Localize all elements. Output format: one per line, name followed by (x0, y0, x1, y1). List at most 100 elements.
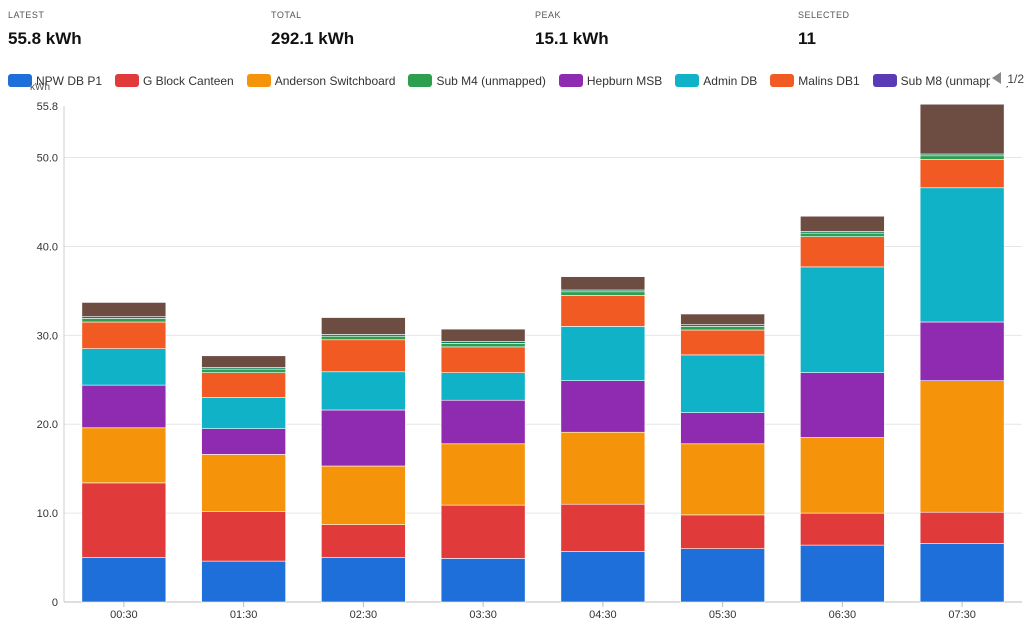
legend-swatch (8, 73, 32, 87)
bar-segment[interactable] (440, 443, 526, 506)
bar-segment[interactable] (81, 348, 167, 386)
stat-total: TOTAL 292.1 kWh (271, 10, 354, 49)
legend-item[interactable]: Anderson Switchboard (246, 73, 396, 88)
bar-segment[interactable] (560, 551, 646, 603)
x-tick-label: 01:30 (230, 609, 258, 621)
legend-label: Malins DB1 (798, 73, 860, 88)
bar-segment[interactable] (201, 511, 286, 562)
legend-item[interactable]: Admin DB (675, 73, 757, 88)
legend-item[interactable]: Hepburn MSB (558, 73, 663, 88)
legend-swatch (408, 73, 433, 87)
bar-segment[interactable] (680, 313, 765, 325)
bar-segment[interactable] (680, 443, 765, 516)
legend-item[interactable]: Malins DB1 (770, 73, 860, 88)
legend-pager[interactable]: 1/2 (990, 72, 1024, 86)
bar-segment[interactable] (680, 514, 765, 549)
stat-total-label: TOTAL (271, 10, 302, 20)
legend-prev-page-icon[interactable] (992, 72, 1002, 84)
bar-segment[interactable] (560, 431, 646, 505)
bar-segment[interactable] (680, 548, 765, 603)
bar-segment[interactable] (440, 328, 526, 342)
bar-segment[interactable] (800, 437, 885, 514)
bar-segment[interactable] (680, 326, 765, 331)
legend-item[interactable]: G Block Canteen (115, 73, 234, 88)
bar-segment[interactable] (201, 428, 286, 455)
bar-segment[interactable] (201, 454, 286, 512)
bar-segment[interactable] (919, 380, 1005, 513)
bar-segment[interactable] (321, 524, 406, 558)
legend-item[interactable]: NPW DB P1 (8, 73, 102, 88)
bar-segment[interactable] (81, 557, 167, 603)
bar-segment[interactable] (201, 372, 286, 398)
bar-segment[interactable] (800, 215, 885, 232)
bar-segment[interactable] (680, 354, 765, 413)
bar-segment[interactable] (81, 482, 167, 558)
bar-segment[interactable] (560, 326, 646, 381)
bar-segment[interactable] (560, 295, 646, 327)
bar-segment[interactable] (919, 103, 1005, 155)
y-tick-label: 20.0 (37, 419, 58, 431)
legend-item[interactable]: Sub M8 (unmapped) (872, 73, 1010, 88)
bar-segment[interactable] (440, 343, 526, 348)
stat-latest-value: 55.8 kWh (8, 29, 82, 48)
bar-segment[interactable] (800, 266, 885, 373)
bar-segment[interactable] (680, 329, 765, 356)
legend-swatch (558, 73, 583, 87)
legend-label: G Block Canteen (143, 73, 234, 88)
legend-page-indicator: 1/2 (1007, 72, 1024, 86)
bar-segment[interactable] (201, 355, 286, 368)
bar-segment[interactable] (321, 317, 406, 335)
bar-segment[interactable] (440, 504, 526, 559)
bar-segment[interactable] (800, 236, 885, 268)
bar-segment[interactable] (919, 187, 1005, 323)
bar-segment[interactable] (440, 558, 526, 603)
bar-segment[interactable] (560, 276, 646, 291)
bar-segment[interactable] (800, 372, 885, 438)
bar-segment[interactable] (919, 321, 1005, 381)
legend-item[interactable]: Sub M4 (unmapped) (408, 73, 546, 88)
bar-segment[interactable] (800, 232, 885, 237)
bar-segment[interactable] (680, 412, 765, 445)
bar-segment[interactable] (321, 557, 406, 603)
y-tick-label: 40.0 (37, 241, 58, 253)
bar-segment[interactable] (919, 155, 1005, 160)
legend-label: Hepburn MSB (586, 73, 663, 88)
bar-segment[interactable] (321, 409, 406, 467)
bar-segment[interactable] (81, 384, 167, 429)
stat-selected-value: 11 (798, 29, 816, 48)
legend-swatch (246, 73, 271, 87)
legend-swatch (675, 73, 700, 87)
bar-segment[interactable] (440, 372, 526, 401)
y-tick-label: 10.0 (37, 508, 58, 520)
x-tick-label: 04:30 (589, 609, 617, 621)
y-tick-label: 0 (52, 597, 58, 609)
bar-segment[interactable] (800, 512, 885, 546)
bar-segment[interactable] (919, 511, 1005, 544)
stat-selected-label: SELECTED (798, 10, 850, 20)
bar-segment[interactable] (81, 427, 167, 484)
bar-segment[interactable] (919, 159, 1005, 189)
bar-segment[interactable] (919, 543, 1005, 603)
stat-latest-label: LATEST (8, 10, 45, 20)
bar-segment[interactable] (560, 503, 646, 552)
x-tick-label: 05:30 (709, 609, 737, 621)
bar-segment[interactable] (800, 544, 885, 603)
bar-segment[interactable] (81, 321, 167, 349)
bar-segment[interactable] (201, 560, 286, 603)
bar-segment[interactable] (321, 339, 406, 373)
bar-segment[interactable] (201, 397, 286, 429)
bar-segment[interactable] (440, 346, 526, 373)
bar-segment[interactable] (321, 371, 406, 411)
bar-segment[interactable] (321, 335, 406, 341)
bar-segment[interactable] (560, 380, 646, 433)
bar-segment[interactable] (440, 399, 526, 445)
x-tick-label: 03:30 (469, 609, 497, 621)
bar-segment[interactable] (560, 291, 646, 296)
bar-segment[interactable] (81, 302, 167, 317)
legend-label: Anderson Switchboard (274, 73, 396, 88)
stat-peak: PEAK 15.1 kWh (535, 10, 609, 49)
bar-segment[interactable] (321, 465, 406, 525)
bar-segment[interactable] (81, 318, 167, 323)
bar-segment[interactable] (201, 368, 286, 373)
